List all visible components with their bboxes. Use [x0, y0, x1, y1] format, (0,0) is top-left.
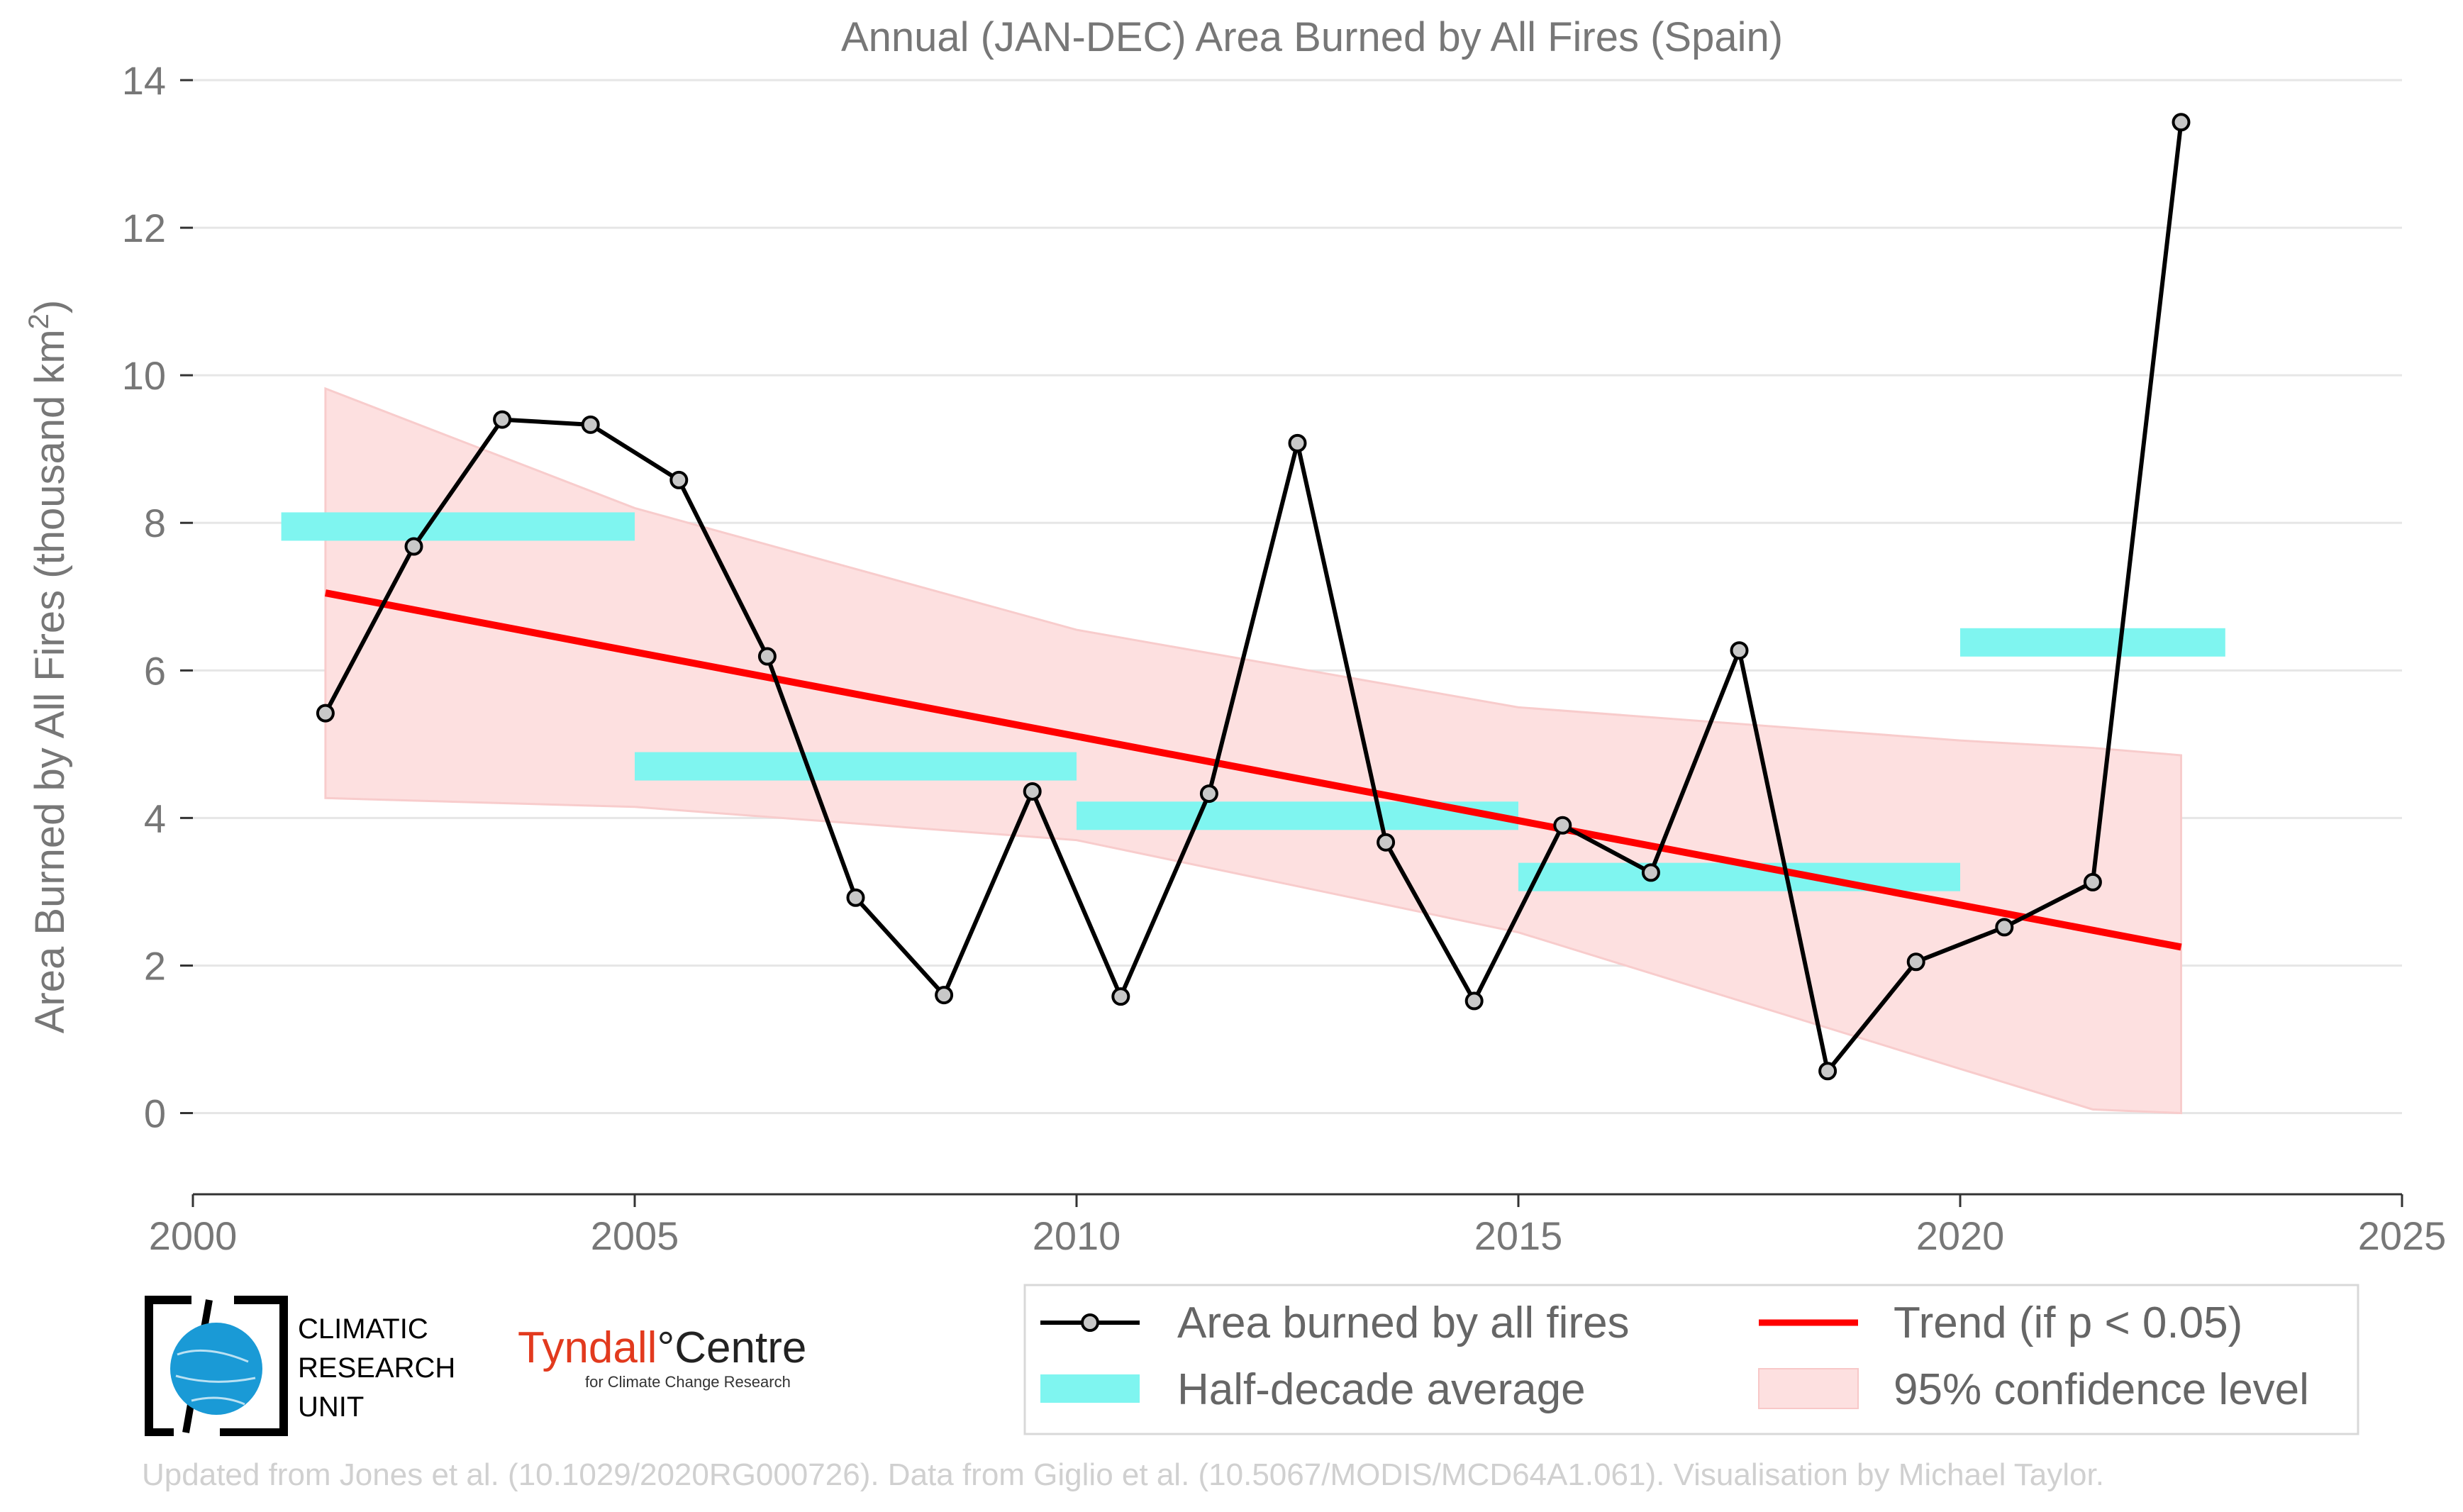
data-point — [1995, 918, 2014, 937]
y-tick-label: 8 — [144, 501, 166, 545]
data-point — [1641, 863, 1660, 882]
x-tick-label: 2020 — [1916, 1213, 2005, 1258]
data-point — [1023, 782, 1042, 801]
x-tick-label: 2000 — [149, 1213, 238, 1258]
data-point — [493, 410, 512, 429]
half-decade-layer — [281, 512, 2225, 891]
y-tick-label: 0 — [144, 1091, 166, 1136]
cru-logo: CLIMATIC RESEARCH UNIT — [145, 1296, 455, 1436]
data-point — [316, 704, 335, 723]
data-point — [581, 415, 600, 434]
trend-line — [324, 589, 2182, 951]
data-point — [1111, 987, 1130, 1006]
y-axis-label: Area Burned by All Fires (thousand km2) — [23, 300, 73, 1034]
tyndall-name: Tyndall — [518, 1323, 657, 1372]
legend-label-halfdecade: Half-decade average — [1177, 1365, 1586, 1414]
data-point — [1464, 991, 1484, 1011]
y-tick-label: 4 — [144, 796, 166, 840]
area-burned-line — [323, 121, 2184, 1074]
cru-line-1: CLIMATIC — [298, 1313, 428, 1345]
confidence-band-layer — [324, 387, 2182, 1115]
globe-icon — [170, 1323, 262, 1415]
trend-layer — [324, 589, 2182, 951]
half-decade-bar — [635, 752, 1077, 781]
confidence-band — [324, 387, 2182, 1115]
y-tick-label: 14 — [122, 58, 166, 103]
y-tick-label: 10 — [122, 353, 166, 398]
data-point — [669, 470, 689, 489]
tyndall-centre: °Centre — [657, 1323, 807, 1372]
tyndall-logo: Tyndall°Centre for Climate Change Resear… — [518, 1323, 806, 1391]
axes: 0 2 4 6 8 10 12 14 2000 2005 2010 2015 2020 2025 — [122, 58, 2447, 1258]
half-decade-bar — [281, 512, 635, 541]
data-point — [846, 888, 865, 907]
series-layer — [316, 113, 2191, 1081]
half-decade-bar — [1960, 628, 2225, 657]
x-tick-label: 2015 — [1474, 1213, 1563, 1258]
data-point — [2172, 113, 2191, 132]
legend-label-band: 95% confidence level — [1894, 1365, 2309, 1414]
data-point — [404, 537, 423, 556]
data-point — [2083, 872, 2102, 891]
data-point — [1906, 952, 1925, 972]
data-point — [1377, 833, 1396, 852]
data-point — [757, 647, 777, 666]
x-tick-label: 2025 — [2358, 1213, 2447, 1258]
data-point — [1288, 433, 1307, 452]
data-point — [1730, 641, 1749, 660]
cru-line-3: UNIT — [298, 1391, 364, 1423]
legend-box — [1023, 1284, 2359, 1435]
x-tick-label: 2005 — [591, 1213, 679, 1258]
legend-label-trend: Trend (if p < 0.05) — [1894, 1299, 2242, 1347]
data-point — [1553, 816, 1572, 835]
data-point — [935, 986, 954, 1005]
source-credit: Updated from Jones et al. (10.1029/2020R… — [142, 1457, 2104, 1492]
cru-line-2: RESEARCH — [298, 1352, 455, 1384]
tyndall-subtitle: for Climate Change Research — [585, 1373, 791, 1391]
x-tick-label: 2010 — [1033, 1213, 1121, 1258]
data-point — [1199, 784, 1218, 804]
legend-label-area: Area burned by all fires — [1177, 1299, 1630, 1347]
data-point — [1818, 1062, 1837, 1081]
y-tick-label: 6 — [144, 648, 166, 693]
legend-swatch-halfdecade — [1040, 1374, 1140, 1403]
y-tick-label: 12 — [122, 206, 166, 250]
y-tick-label: 2 — [144, 943, 166, 988]
legend-swatch-marker — [1081, 1313, 1099, 1332]
legend-swatch-band — [1758, 1368, 1859, 1409]
chart-title: Annual (JAN-DEC) Area Burned by All Fire… — [841, 14, 1783, 60]
legend: Area burned by all fires Trend (if p < 0… — [1023, 1284, 2359, 1435]
half-decade-bar — [1518, 862, 1960, 891]
